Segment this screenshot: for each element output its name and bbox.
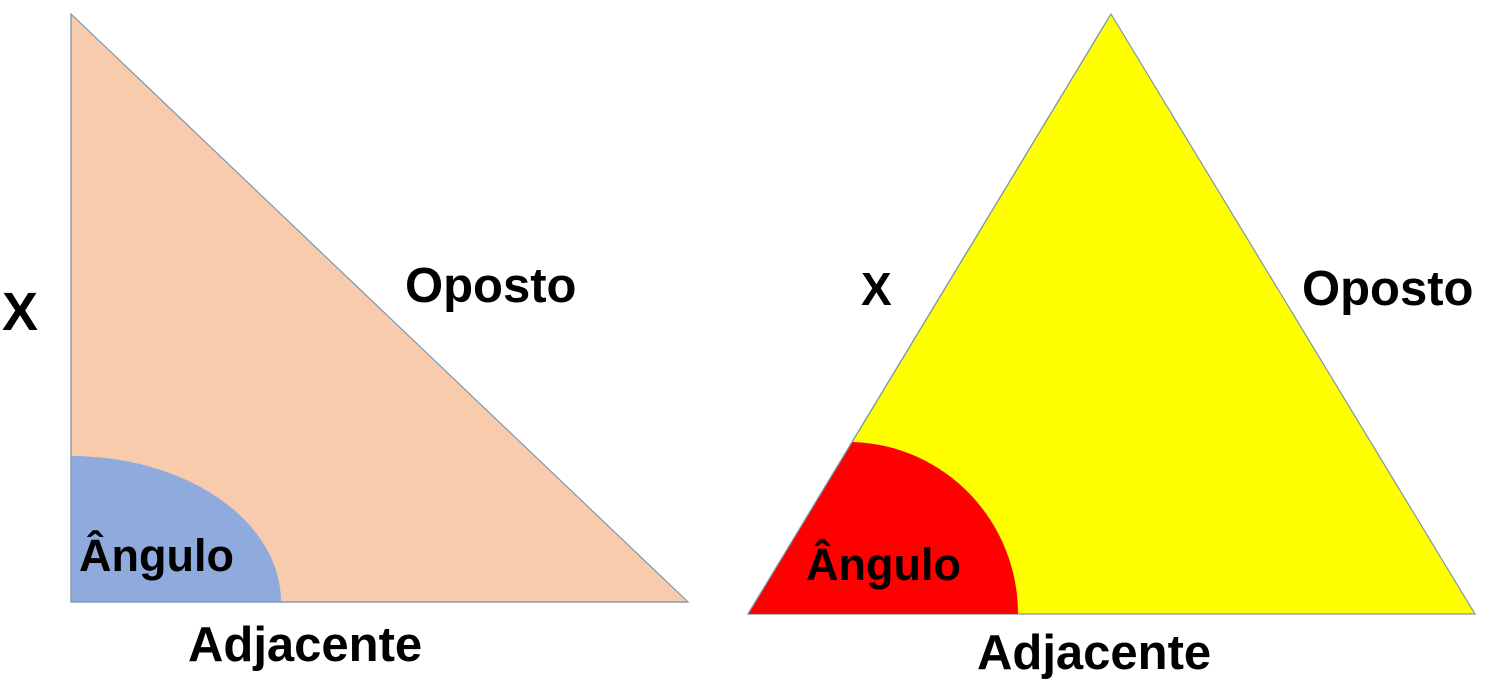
left-angle-label: Ângulo	[79, 530, 234, 581]
right-side-opposite-label: Oposto	[1302, 262, 1473, 316]
left-base-label: Adjacente	[188, 618, 422, 672]
right-triangle-figure: X Oposto Ângulo Adjacente	[2, 12, 690, 672]
right-triangle-angle-sector	[71, 456, 281, 602]
left-side-label-x: X	[2, 282, 38, 342]
left-hypotenuse-label: Oposto	[405, 259, 576, 313]
equilateral-angle-sector	[748, 442, 1019, 614]
right-angle-label: Ângulo	[806, 539, 961, 590]
equilateral-left-edge	[747, 13, 1112, 615]
equilateral-triangle-figure: X Oposto Ângulo Adjacente	[746, 12, 1477, 680]
right-base-label: Adjacente	[977, 626, 1211, 680]
right-side-label-x: X	[861, 263, 892, 315]
